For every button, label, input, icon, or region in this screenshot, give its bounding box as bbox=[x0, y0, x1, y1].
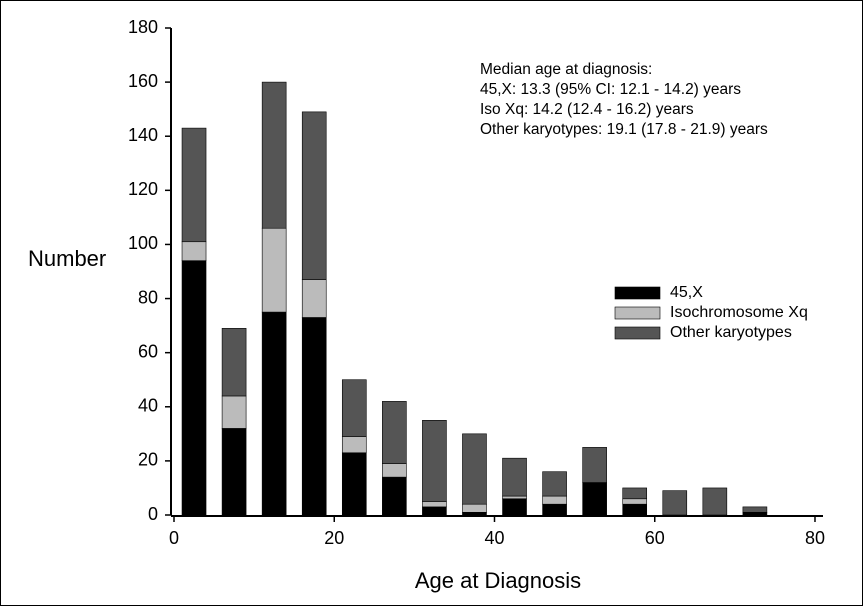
bar-segment bbox=[662, 490, 688, 516]
bar-segment bbox=[221, 395, 247, 429]
bar-segment bbox=[542, 503, 567, 516]
x-tick-label: 40 bbox=[484, 528, 504, 548]
y-axis-label: Number bbox=[28, 246, 106, 271]
bar-segment bbox=[582, 482, 607, 516]
bar-segment bbox=[702, 487, 728, 516]
y-tick-label: 180 bbox=[128, 17, 158, 37]
y-tick-label: 20 bbox=[138, 450, 158, 470]
y-tick-label: 120 bbox=[128, 179, 158, 199]
y-tick-label: 100 bbox=[128, 233, 158, 253]
x-axis-label: Age at Diagnosis bbox=[415, 568, 581, 593]
bar-segment bbox=[181, 127, 207, 243]
bar-segment bbox=[542, 471, 567, 497]
x-tick-label: 0 bbox=[169, 528, 179, 548]
legend-swatch bbox=[614, 326, 661, 340]
bar-segment bbox=[462, 503, 487, 513]
legend-label: Other karyotypes bbox=[670, 324, 792, 341]
bar-segment bbox=[542, 495, 567, 505]
bar-segment bbox=[301, 279, 327, 318]
x-tick-label: 20 bbox=[324, 528, 344, 548]
bar-segment bbox=[341, 379, 367, 437]
bar-segment bbox=[382, 476, 407, 516]
bar-segment bbox=[301, 111, 327, 280]
bar-segment bbox=[742, 506, 768, 513]
bar-segment bbox=[502, 457, 527, 497]
bar-segment bbox=[181, 260, 207, 516]
bar-segment bbox=[742, 511, 768, 516]
bar-segment bbox=[622, 498, 648, 505]
y-tick-label: 80 bbox=[138, 287, 158, 307]
y-tick-label: 160 bbox=[128, 71, 158, 91]
annotation: Other karyotypes: 19.1 (17.8 - 21.9) yea… bbox=[480, 121, 768, 138]
y-tick-label: 60 bbox=[138, 341, 158, 361]
bar-segment bbox=[341, 436, 367, 454]
annotation: 45,X: 13.3 (95% CI: 12.1 - 14.2) years bbox=[480, 81, 741, 98]
bar-segment bbox=[502, 495, 527, 500]
y-tick-label: 0 bbox=[148, 504, 158, 524]
bar-segment bbox=[301, 317, 327, 516]
legend-swatch bbox=[614, 306, 661, 320]
bar-segment bbox=[181, 241, 207, 261]
bar-segment bbox=[221, 328, 247, 397]
y-tick-label: 40 bbox=[138, 396, 158, 416]
bar-segment bbox=[341, 452, 367, 516]
bar-segment bbox=[422, 506, 447, 516]
bar-segment bbox=[622, 503, 648, 516]
bar-segment bbox=[622, 487, 648, 500]
bar-segment bbox=[462, 511, 487, 516]
y-tick-label: 140 bbox=[128, 125, 158, 145]
x-tick-label: 80 bbox=[805, 528, 825, 548]
bar-segment bbox=[221, 428, 247, 516]
legend-label: 45,X bbox=[670, 284, 703, 301]
bar-segment bbox=[502, 498, 527, 516]
bar-segment bbox=[382, 463, 407, 478]
bar-segment bbox=[261, 227, 287, 313]
bar-segment bbox=[422, 501, 447, 508]
bar-segment bbox=[261, 311, 287, 516]
legend-swatch bbox=[614, 286, 661, 300]
annotation: Iso Xq: 14.2 (12.4 - 16.2) years bbox=[480, 101, 694, 118]
bar-segment bbox=[422, 420, 447, 502]
bar-segment bbox=[462, 433, 487, 505]
bar-segment bbox=[382, 401, 407, 464]
bar-segment bbox=[582, 447, 607, 483]
bar-segment bbox=[261, 81, 287, 229]
legend-label: Isochromosome Xq bbox=[670, 304, 808, 321]
x-tick-label: 60 bbox=[645, 528, 665, 548]
annotation: Median age at diagnosis: bbox=[480, 61, 652, 78]
